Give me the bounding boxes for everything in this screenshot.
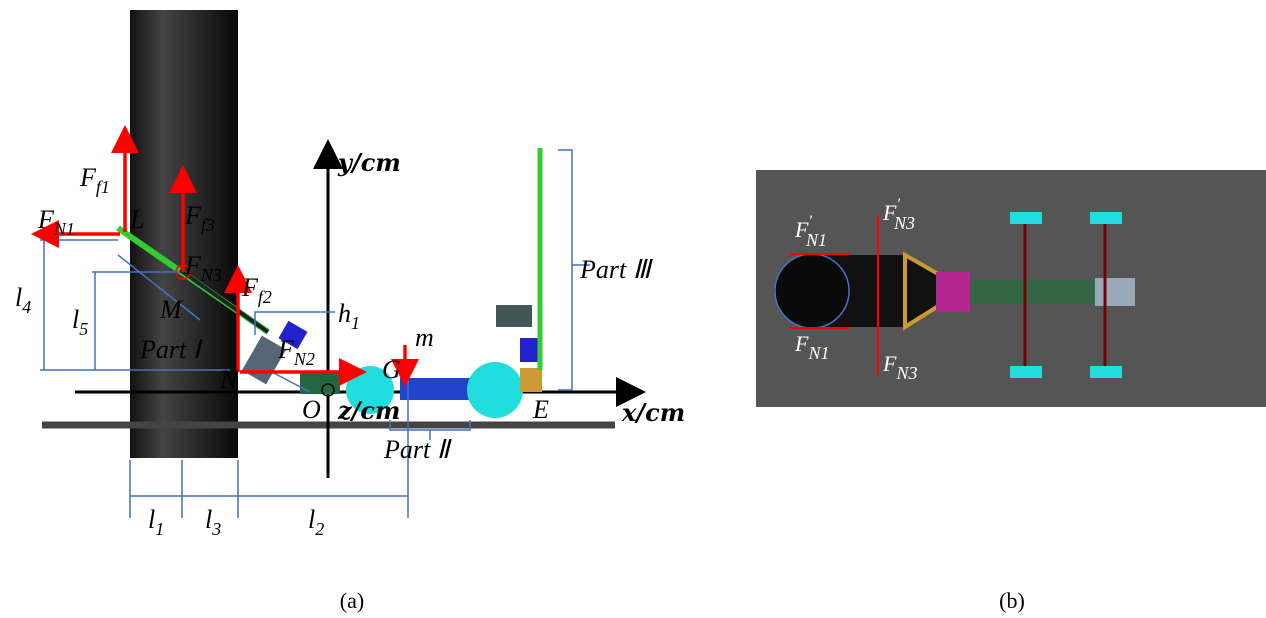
label-sub: N1 xyxy=(807,343,829,363)
label-sup: ′ xyxy=(896,196,900,213)
label: m xyxy=(415,323,434,352)
caption: (b) xyxy=(999,588,1025,613)
shape xyxy=(1090,366,1122,378)
label-sub: N1 xyxy=(53,219,75,239)
label: E xyxy=(532,395,549,424)
label: x/cm xyxy=(621,398,685,427)
label-main: F xyxy=(184,201,202,230)
label: Part Ⅰ xyxy=(139,335,203,364)
label-main: z/cm xyxy=(337,396,400,425)
label-sub: 1 xyxy=(351,313,360,333)
label-sub: 5 xyxy=(79,319,88,339)
label-main: l xyxy=(148,505,155,534)
label-main: l xyxy=(15,283,22,312)
label-main: E xyxy=(532,395,549,424)
figure: Ff1FN1LFf3FN3MFf2l4l5Part ⅠFN2Nh1mGy/cmO… xyxy=(0,0,1266,618)
label-main: N xyxy=(219,365,239,394)
shape xyxy=(467,362,523,418)
label-main: l xyxy=(308,505,315,534)
label: l4 xyxy=(15,283,31,317)
label: y/cm xyxy=(337,148,401,177)
shape xyxy=(936,272,970,312)
label: z/cm xyxy=(337,396,400,425)
label: N xyxy=(219,365,239,394)
shape xyxy=(40,150,590,518)
label: Part Ⅱ xyxy=(383,435,452,464)
label-sub: N3 xyxy=(200,265,222,285)
shape xyxy=(400,378,470,400)
label-main: l xyxy=(205,505,212,534)
label-sup: ′ xyxy=(808,213,812,230)
label-main: Part Ⅱ xyxy=(383,435,452,464)
shape xyxy=(496,305,532,327)
label: Ff2 xyxy=(241,273,272,307)
label: M xyxy=(159,295,183,324)
shape xyxy=(1090,212,1122,224)
label: O xyxy=(302,395,321,424)
label-main: h xyxy=(338,299,351,328)
label-sub: f3 xyxy=(201,215,215,235)
label-main: F xyxy=(794,331,809,356)
label: L xyxy=(129,205,144,234)
label-main: l xyxy=(72,305,79,334)
label-sub: f2 xyxy=(258,287,272,307)
label-main: F xyxy=(277,335,295,364)
label-sub: 2 xyxy=(315,519,324,539)
label-sub: N2 xyxy=(293,349,315,369)
label: l3 xyxy=(205,505,221,539)
label-sub: 3 xyxy=(211,519,221,539)
label-main: M xyxy=(159,295,183,324)
label: l5 xyxy=(72,305,88,339)
shape xyxy=(1095,278,1135,306)
caption: (a) xyxy=(340,588,364,613)
label-main: y/cm xyxy=(337,148,401,177)
label-sub: 1 xyxy=(155,519,164,539)
label-main: L xyxy=(129,205,144,234)
label-sub: f1 xyxy=(96,177,110,197)
shape xyxy=(970,280,1110,304)
label: l2 xyxy=(308,505,324,539)
label-main: F xyxy=(37,205,55,234)
label-sub: N1 xyxy=(805,230,827,250)
label-sub: N3 xyxy=(895,363,917,383)
label-main: x/cm xyxy=(621,398,685,427)
label-sub: N3 xyxy=(893,213,915,233)
label-main: Part Ⅰ xyxy=(139,335,203,364)
label-main: G xyxy=(382,355,401,384)
label-main: F xyxy=(79,163,97,192)
label: G xyxy=(382,355,401,384)
label: Part Ⅲ xyxy=(579,255,654,284)
label: h1 xyxy=(338,299,360,333)
label-main: m xyxy=(415,323,434,352)
shape xyxy=(1010,366,1042,378)
shape xyxy=(775,254,849,328)
label-main: F xyxy=(241,273,259,302)
label: Ff1 xyxy=(79,163,110,197)
label-sub: 4 xyxy=(22,297,31,317)
label-main: Part Ⅲ xyxy=(579,255,654,284)
shape xyxy=(520,368,542,392)
label-main: F xyxy=(882,351,897,376)
label-main: F xyxy=(184,251,202,280)
label-main: O xyxy=(302,395,321,424)
shape xyxy=(1010,212,1042,224)
label: l1 xyxy=(148,505,164,539)
